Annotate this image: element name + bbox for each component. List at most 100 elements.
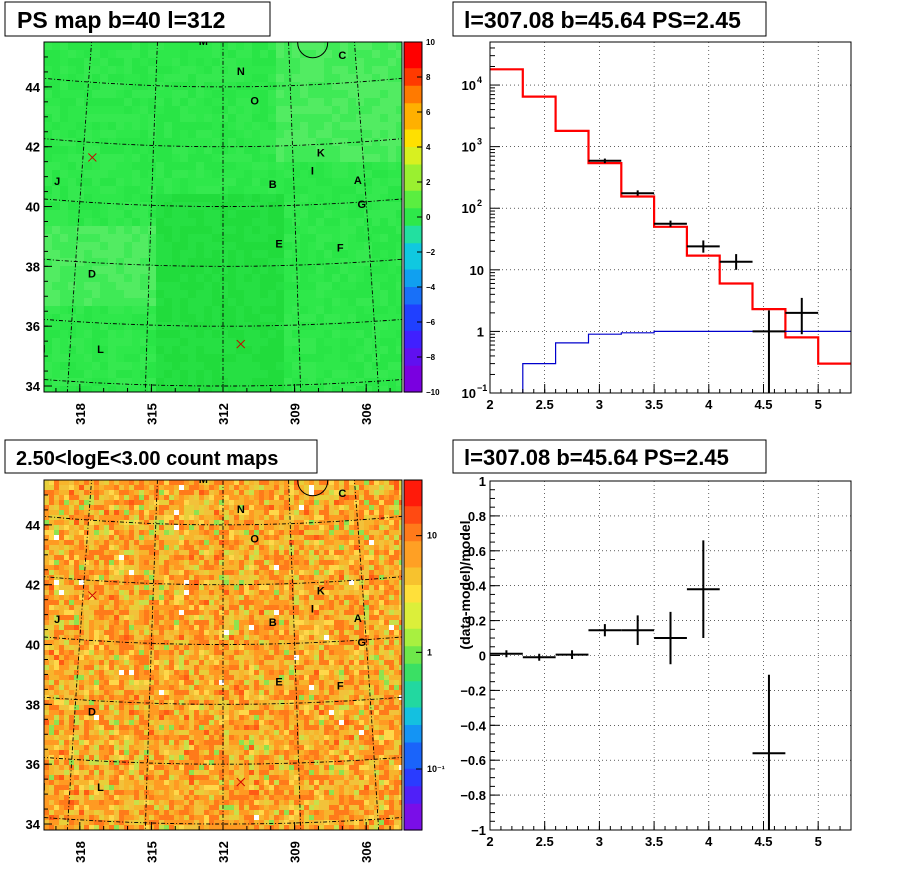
heat-cell [172, 274, 180, 282]
heat-cell [236, 162, 244, 170]
count-cell [319, 630, 324, 635]
count-cell [59, 490, 64, 495]
count-cell [114, 665, 119, 670]
count-cell [79, 545, 84, 550]
count-cell [89, 515, 94, 520]
heat-cell [172, 306, 180, 314]
count-cell [154, 655, 159, 660]
count-cell [334, 610, 339, 615]
count-cell [144, 510, 149, 515]
heat-cell [228, 298, 236, 306]
count-cell [279, 655, 284, 660]
count-cell [104, 645, 109, 650]
count-cell [144, 615, 149, 620]
count-cell [199, 645, 204, 650]
heat-cell [252, 66, 260, 74]
count-cell [229, 545, 234, 550]
count-cell [109, 490, 114, 495]
heat-cell [228, 50, 236, 58]
count-cell [129, 575, 134, 580]
count-cell [254, 535, 259, 540]
heat-cell [260, 338, 268, 346]
count-cell [339, 555, 344, 560]
heat-cell [332, 346, 340, 354]
heat-cell [44, 226, 52, 234]
heat-cell [268, 306, 276, 314]
colorbar-band [404, 138, 422, 148]
heat-cell [116, 338, 124, 346]
heat-cell [324, 186, 332, 194]
heat-cell [252, 202, 260, 210]
count-cell [394, 575, 399, 580]
heat-cell [140, 354, 148, 362]
heat-cell [388, 42, 396, 50]
heat-cell [84, 370, 92, 378]
heat-cell [372, 218, 380, 226]
source-label: M [199, 36, 208, 48]
count-cell [244, 660, 249, 665]
count-cell [324, 625, 329, 630]
heat-cell [124, 306, 132, 314]
count-cell [169, 510, 174, 515]
count-cell [314, 565, 319, 570]
count-cell [164, 525, 169, 530]
heat-cell [292, 74, 300, 82]
count-cell [309, 560, 314, 565]
count-cell [89, 545, 94, 550]
heat-cell [196, 146, 204, 154]
count-cell [304, 650, 309, 655]
count-cell [274, 535, 279, 540]
count-cell [99, 585, 104, 590]
heat-cell [332, 274, 340, 282]
heat-cell [196, 162, 204, 170]
heat-cell [204, 354, 212, 362]
heat-cell [356, 50, 364, 58]
count-cell [214, 635, 219, 640]
count-cell [299, 545, 304, 550]
count-cell [219, 555, 224, 560]
count-cell [389, 545, 394, 550]
heat-cell [76, 50, 84, 58]
count-cell [174, 545, 179, 550]
count-cell [384, 600, 389, 605]
heat-cell [324, 178, 332, 186]
heat-cell [68, 362, 76, 370]
count-cell [364, 485, 369, 490]
heat-cell [68, 250, 76, 258]
count-cell [109, 585, 114, 590]
count-cell [234, 625, 239, 630]
count-cell [269, 555, 274, 560]
count-cell [204, 580, 209, 585]
heat-cell [212, 226, 220, 234]
heat-cell [116, 154, 124, 162]
heat-cell [92, 122, 100, 130]
count-cell [89, 520, 94, 525]
count-cell [119, 595, 124, 600]
count-cell [264, 630, 269, 635]
count-cell [49, 585, 54, 590]
heat-cell [276, 98, 284, 106]
heat-cell [60, 218, 68, 226]
count-cell [134, 620, 139, 625]
heat-cell [180, 298, 188, 306]
count-cell [84, 655, 89, 660]
count-cell [244, 570, 249, 575]
heat-cell [68, 130, 76, 138]
count-cell [54, 490, 59, 495]
count-cell [114, 505, 119, 510]
count-cell [249, 590, 254, 595]
count-cell [289, 540, 294, 545]
heat-cell [292, 258, 300, 266]
heat-cell [300, 234, 308, 242]
count-cell [129, 570, 134, 575]
count-cell [294, 625, 299, 630]
count-cell [349, 580, 354, 585]
heat-cell [380, 42, 388, 50]
heat-cell [140, 282, 148, 290]
heat-cell [100, 162, 108, 170]
heat-cell [388, 170, 396, 178]
count-cell [114, 500, 119, 505]
count-cell [329, 570, 334, 575]
count-cell [94, 610, 99, 615]
count-cell [74, 595, 79, 600]
